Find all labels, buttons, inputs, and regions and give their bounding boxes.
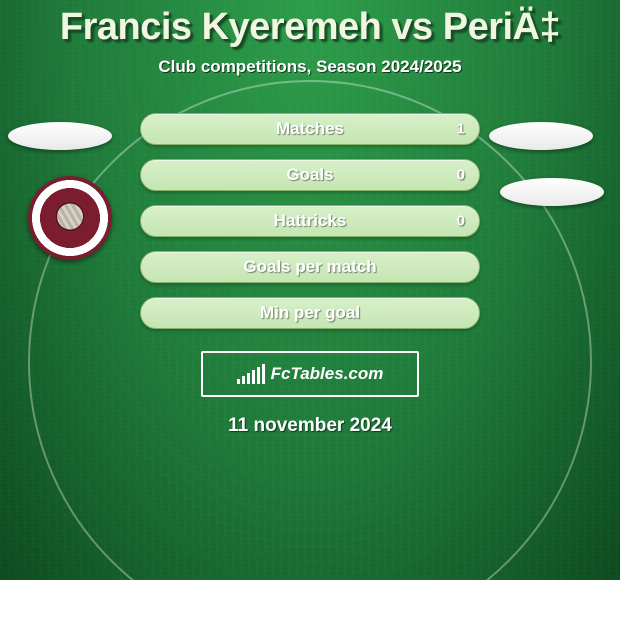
stat-label: Min per goal [260, 303, 360, 323]
stat-value-right: 0 [457, 167, 465, 184]
stat-row: Hattricks 0 [140, 205, 480, 237]
player-ellipse-left [8, 122, 112, 150]
stat-row: Goals per match [140, 251, 480, 283]
chart-icon [237, 364, 265, 384]
stat-label: Hattricks [274, 211, 347, 231]
watermark-text: FcTables.com [271, 364, 384, 384]
stat-label: Goals [286, 165, 333, 185]
stat-label: Goals per match [243, 257, 376, 277]
stat-value-right: 0 [457, 213, 465, 230]
stat-row: Min per goal [140, 297, 480, 329]
page-title: Francis Kyeremeh vs PeriÄ‡ [0, 0, 620, 49]
player-ellipse-right-2 [500, 178, 604, 206]
player-ellipse-right-1 [489, 122, 593, 150]
page-subtitle: Club competitions, Season 2024/2025 [0, 57, 620, 77]
stat-label: Matches [276, 119, 344, 139]
stat-value-right: 1 [457, 121, 465, 138]
stat-row: Matches 1 [140, 113, 480, 145]
watermark-badge: FcTables.com [201, 351, 419, 397]
date-text: 11 november 2024 [0, 415, 620, 437]
content-root: Francis Kyeremeh vs PeriÄ‡ Club competit… [0, 0, 620, 580]
crest-icon [28, 176, 112, 260]
club-crest [20, 173, 120, 263]
stat-row: Goals 0 [140, 159, 480, 191]
